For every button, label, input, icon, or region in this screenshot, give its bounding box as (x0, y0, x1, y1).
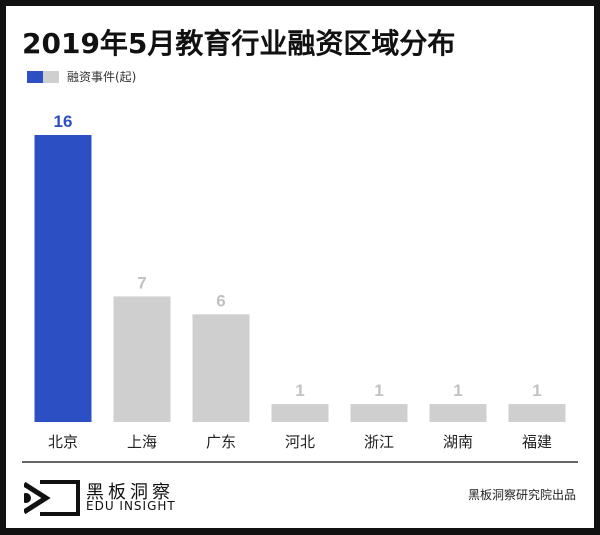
bar-4 (350, 404, 408, 422)
data-label-4: 1 (374, 381, 383, 400)
data-label-5: 1 (453, 381, 462, 400)
legend-swatch-default (43, 70, 59, 83)
category-label-4: 浙江 (364, 433, 394, 451)
bar-2 (192, 314, 250, 422)
category-label-2: 广东 (206, 433, 236, 451)
bar-1 (113, 296, 171, 422)
data-label-0: 16 (54, 112, 73, 131)
category-label-3: 河北 (285, 433, 315, 451)
data-label-3: 1 (295, 381, 304, 400)
category-label-0: 北京 (48, 433, 78, 451)
category-label-1: 上海 (127, 433, 157, 451)
logo-text-en: EDU INSIGHT (86, 499, 176, 513)
bar-3 (271, 404, 329, 422)
edu-insight-logo-icon (24, 480, 80, 516)
legend-swatch-highlight (27, 70, 43, 83)
category-label-6: 福建 (522, 433, 552, 451)
bar-6 (508, 404, 566, 422)
data-label-1: 7 (137, 273, 146, 292)
bar-5 (429, 404, 487, 422)
category-label-5: 湖南 (443, 433, 473, 451)
legend: 融资事件(起) (27, 68, 136, 85)
divider (22, 461, 578, 463)
logo-text-cn: 黑板洞察 (86, 482, 174, 503)
data-label-2: 6 (216, 291, 225, 310)
credit-text: 黑板洞察研究院出品 (467, 488, 576, 502)
legend-label: 融资事件(起) (67, 70, 137, 84)
bar-0 (34, 135, 92, 422)
data-label-6: 1 (532, 381, 541, 400)
chart-title: 2019年5月教育行业融资区域分布 (22, 27, 456, 60)
chart-card (6, 6, 594, 528)
